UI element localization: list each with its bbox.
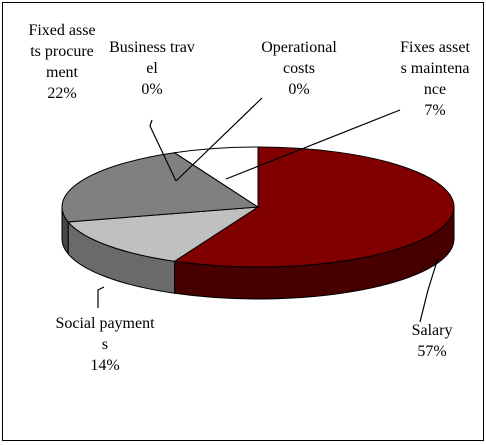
value-label: 7% <box>424 102 446 119</box>
pie <box>61 146 455 300</box>
value-label: 22% <box>47 85 77 102</box>
leader-line <box>225 109 401 180</box>
value-label: 0% <box>141 81 163 98</box>
leader-line <box>175 97 263 182</box>
category-label: Business travel <box>109 39 195 77</box>
category-label: Fixes assets maintenance <box>400 39 470 98</box>
slice <box>173 146 455 268</box>
data-label: Fixes assets maintenance 7% <box>398 37 472 121</box>
slice <box>61 152 260 223</box>
value-label: 14% <box>90 357 120 374</box>
category-label: Operational costs <box>261 39 337 77</box>
data-label: Social payments 14% <box>55 313 155 376</box>
data-label: Fixed assets procurement 22% <box>27 20 97 104</box>
leader-lines <box>97 97 439 323</box>
value-label: 0% <box>288 81 310 98</box>
leader-line <box>97 286 105 308</box>
value-label: 57% <box>417 343 447 360</box>
leader-line <box>149 119 177 182</box>
data-label: Operational costs 0% <box>258 37 340 100</box>
category-label: Social payments <box>55 315 155 353</box>
leader-line <box>419 257 439 323</box>
data-label: Salary 57% <box>392 320 472 362</box>
category-label: Fixed assets procurement <box>28 22 96 81</box>
slice <box>67 206 259 262</box>
category-label: Salary <box>411 322 453 339</box>
data-label: Business travel 0% <box>108 37 196 100</box>
